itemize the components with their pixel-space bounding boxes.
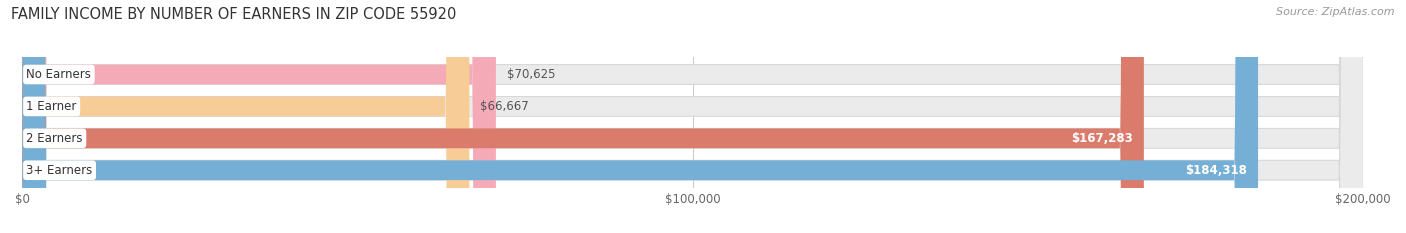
Text: 1 Earner: 1 Earner: [27, 100, 77, 113]
Text: Source: ZipAtlas.com: Source: ZipAtlas.com: [1277, 7, 1395, 17]
FancyBboxPatch shape: [22, 0, 496, 233]
Text: FAMILY INCOME BY NUMBER OF EARNERS IN ZIP CODE 55920: FAMILY INCOME BY NUMBER OF EARNERS IN ZI…: [11, 7, 457, 22]
FancyBboxPatch shape: [22, 0, 1364, 233]
Text: $66,667: $66,667: [479, 100, 529, 113]
Text: 3+ Earners: 3+ Earners: [27, 164, 93, 177]
FancyBboxPatch shape: [22, 0, 1144, 233]
Text: $167,283: $167,283: [1071, 132, 1133, 145]
FancyBboxPatch shape: [22, 0, 470, 233]
FancyBboxPatch shape: [22, 0, 1364, 233]
Text: $184,318: $184,318: [1185, 164, 1247, 177]
Text: No Earners: No Earners: [27, 68, 91, 81]
Text: $70,625: $70,625: [506, 68, 555, 81]
FancyBboxPatch shape: [22, 0, 1364, 233]
FancyBboxPatch shape: [22, 0, 1258, 233]
FancyBboxPatch shape: [22, 0, 1364, 233]
Text: 2 Earners: 2 Earners: [27, 132, 83, 145]
